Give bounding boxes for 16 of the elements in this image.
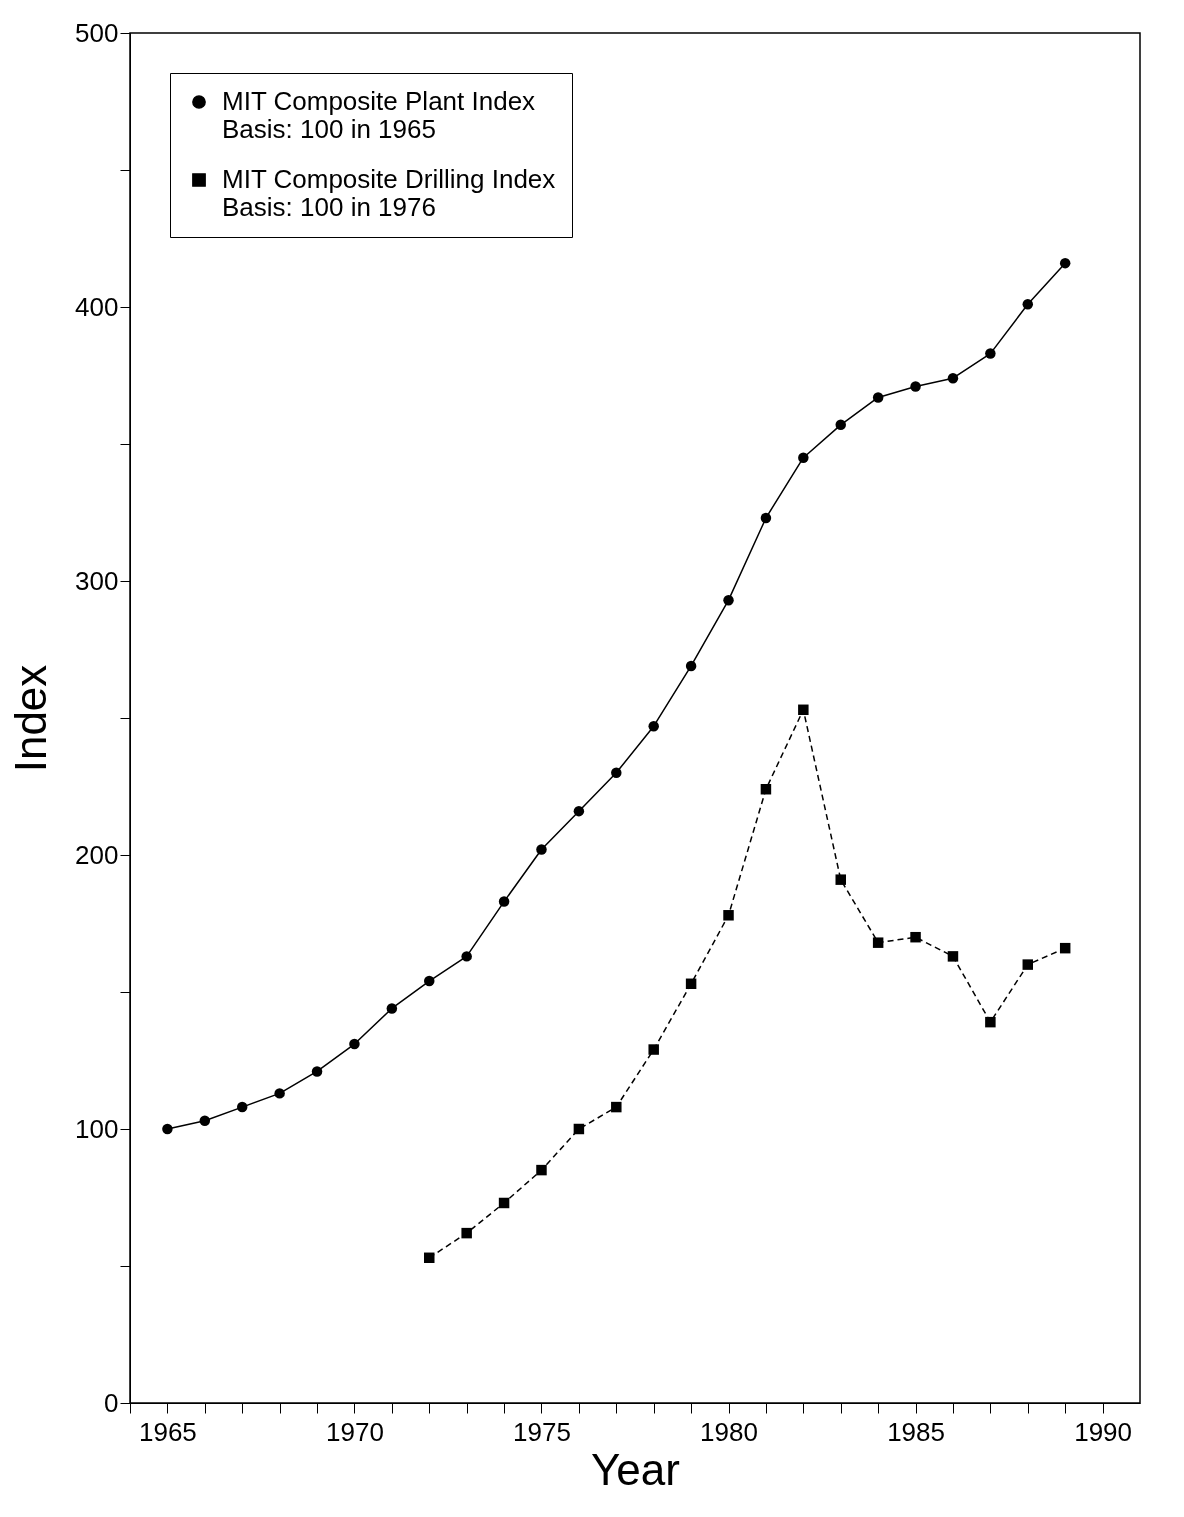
x-tick-label: 1970 [326, 1416, 384, 1447]
x-tick-label: 1980 [700, 1416, 758, 1447]
x-tick-label: 1975 [513, 1416, 571, 1447]
x-tick-label: 1985 [887, 1416, 945, 1447]
y-tick-label: 400 [75, 291, 119, 322]
x-tick-label: 1965 [138, 1416, 197, 1447]
y-tick-label: 100 [75, 1113, 119, 1144]
y-tick-label: 500 [75, 17, 119, 48]
y-tick-label: 200 [75, 839, 119, 870]
legend-label: MIT Composite Plant Index Basis: 100 in 1965 [222, 86, 536, 144]
y-axis-title: Index [6, 664, 56, 773]
legend-label: MIT Composite Drilling Index Basis: 100 in 1976 [222, 164, 556, 222]
y-tick-label: 0 [104, 1387, 119, 1418]
x-axis-title: Year [591, 1444, 680, 1494]
y-tick-label: 300 [75, 565, 119, 596]
x-tick-label: 1990 [1074, 1416, 1133, 1447]
